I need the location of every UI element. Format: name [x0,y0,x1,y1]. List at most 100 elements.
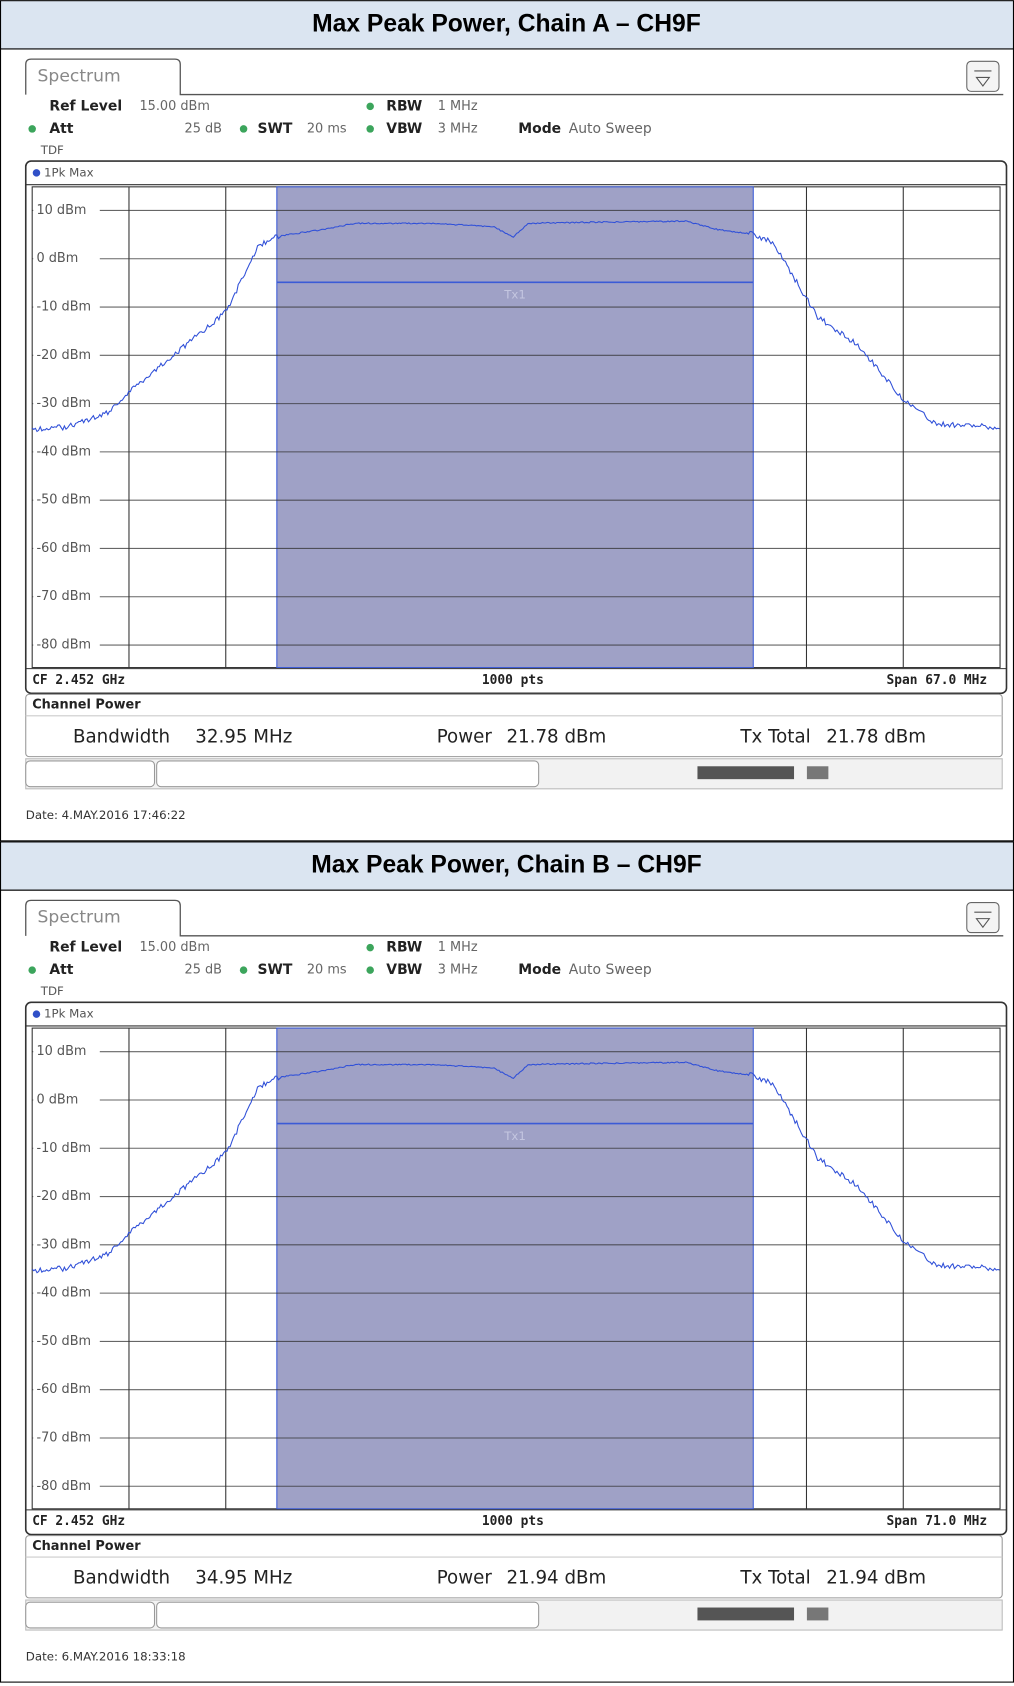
bandwidth-label: Bandwidth [73,1568,170,1589]
label-bg [33,540,100,556]
menu-icon [966,902,1000,934]
bandwidth: 32.95 MHz [195,726,292,747]
y-label: -40 dBm [36,1286,91,1301]
label-bg [33,299,100,315]
power: 21.78 dBm [506,726,606,747]
tab [25,58,1004,96]
status-block [806,766,829,780]
y-label: -80 dBm [36,1479,91,1494]
swt-label: SWT [258,962,293,978]
label-bg [33,1189,100,1205]
mode: Auto Sweep [569,962,652,978]
sweep-points: 1000 pts [482,673,544,688]
status-dot [366,102,374,111]
marker-label: Tx1 [503,288,526,302]
status-dot [28,966,36,974]
swt: 20 ms [307,121,347,136]
status-progress [697,1607,795,1621]
label-bg [33,251,100,267]
channel-band [276,1027,754,1510]
tx-total: 21.78 dBm [826,726,926,747]
rbw: 1 MHz [438,940,478,955]
vbw: 3 MHz [438,121,478,136]
date: Date: 4.MAY.2016 17:46:22 [26,808,186,822]
bandwidth-label: Bandwidth [73,726,170,747]
title-bar [0,0,1014,50]
span: Span 71.0 MHz [887,1514,988,1529]
span: Span 67.0 MHz [887,673,988,688]
label-bg [33,1140,100,1156]
status-field [156,760,540,788]
status-field [25,760,156,788]
status-field [25,1601,156,1629]
title-bar [0,841,1014,891]
panel-title: Max Peak Power, Chain B – CH9F [311,852,702,879]
y-label: -60 dBm [36,1382,91,1397]
status-block [806,1607,829,1621]
label-bg [33,396,100,412]
label-bg [33,1285,100,1301]
tx-total-label: Tx Total [739,726,810,747]
trace [31,220,1000,433]
vbw-label: VBW [386,962,422,978]
bandwidth: 34.95 MHz [195,1568,292,1589]
y-label: -10 dBm [36,1141,91,1156]
sweep-points: 1000 pts [482,1514,544,1529]
power: 21.94 dBm [506,1568,606,1589]
result-title: Channel Power [32,1539,141,1554]
power-label: Power [437,726,493,747]
y-label: -50 dBm [36,1334,91,1349]
mode: Auto Sweep [569,121,652,137]
y-label: -30 dBm [36,396,91,411]
status-dot [32,1010,41,1018]
status-field [156,1601,540,1629]
y-label: -40 dBm [36,444,91,459]
rbw-label: RBW [386,98,422,114]
result-box [25,1535,1003,1599]
channel-band [276,186,754,669]
menu-icon-glyph [974,70,992,87]
menu-icon-glyph [974,911,992,929]
ref-level-label: Ref Level [49,98,122,114]
att-label: Att [49,121,73,137]
y-label: -20 dBm [36,1189,91,1204]
y-label: -80 dBm [36,638,91,653]
result-box [25,693,1003,758]
marker-label: Tx1 [503,1129,526,1143]
status-progress [697,766,795,780]
y-label: -50 dBm [36,493,91,508]
vbw-label: VBW [386,121,422,137]
rbw: 1 MHz [438,99,478,114]
status-dot [239,966,248,974]
status-dot [366,966,374,974]
trace [31,1061,1000,1274]
mode-label: Mode [518,962,561,978]
power-label: Power [437,1568,493,1589]
tab-label: Spectrum [38,66,121,86]
panel: Max Peak Power, Chain A – CH9F Spectrum Re… [0,0,1014,842]
att-label: Att [49,962,73,978]
tab-label: Spectrum [38,908,121,928]
center-frequency: CF 2.452 GHz [32,673,125,688]
tdf: TDF [40,984,64,998]
label-bg [33,202,100,218]
trace-label: 1Pk Max [44,1007,94,1021]
y-label: -10 dBm [36,300,91,315]
y-label: 0 dBm [36,251,78,266]
rbw-label: RBW [386,940,422,956]
y-label: 10 dBm [36,1044,86,1059]
y-label: -70 dBm [36,589,91,604]
label-bg [33,347,100,363]
status-dot [366,943,374,952]
vbw: 3 MHz [438,963,478,978]
y-label: 10 dBm [36,203,86,218]
y-label: 0 dBm [36,1092,78,1107]
tx-total: 21.94 dBm [826,1568,926,1589]
y-label: -30 dBm [36,1237,91,1252]
tdf: TDF [40,143,64,157]
label-bg [33,1333,100,1349]
ref-level: 15.00 dBm [139,940,209,955]
trace-label: 1Pk Max [44,165,94,179]
label-bg [33,1092,100,1108]
menu-icon [966,60,1000,92]
